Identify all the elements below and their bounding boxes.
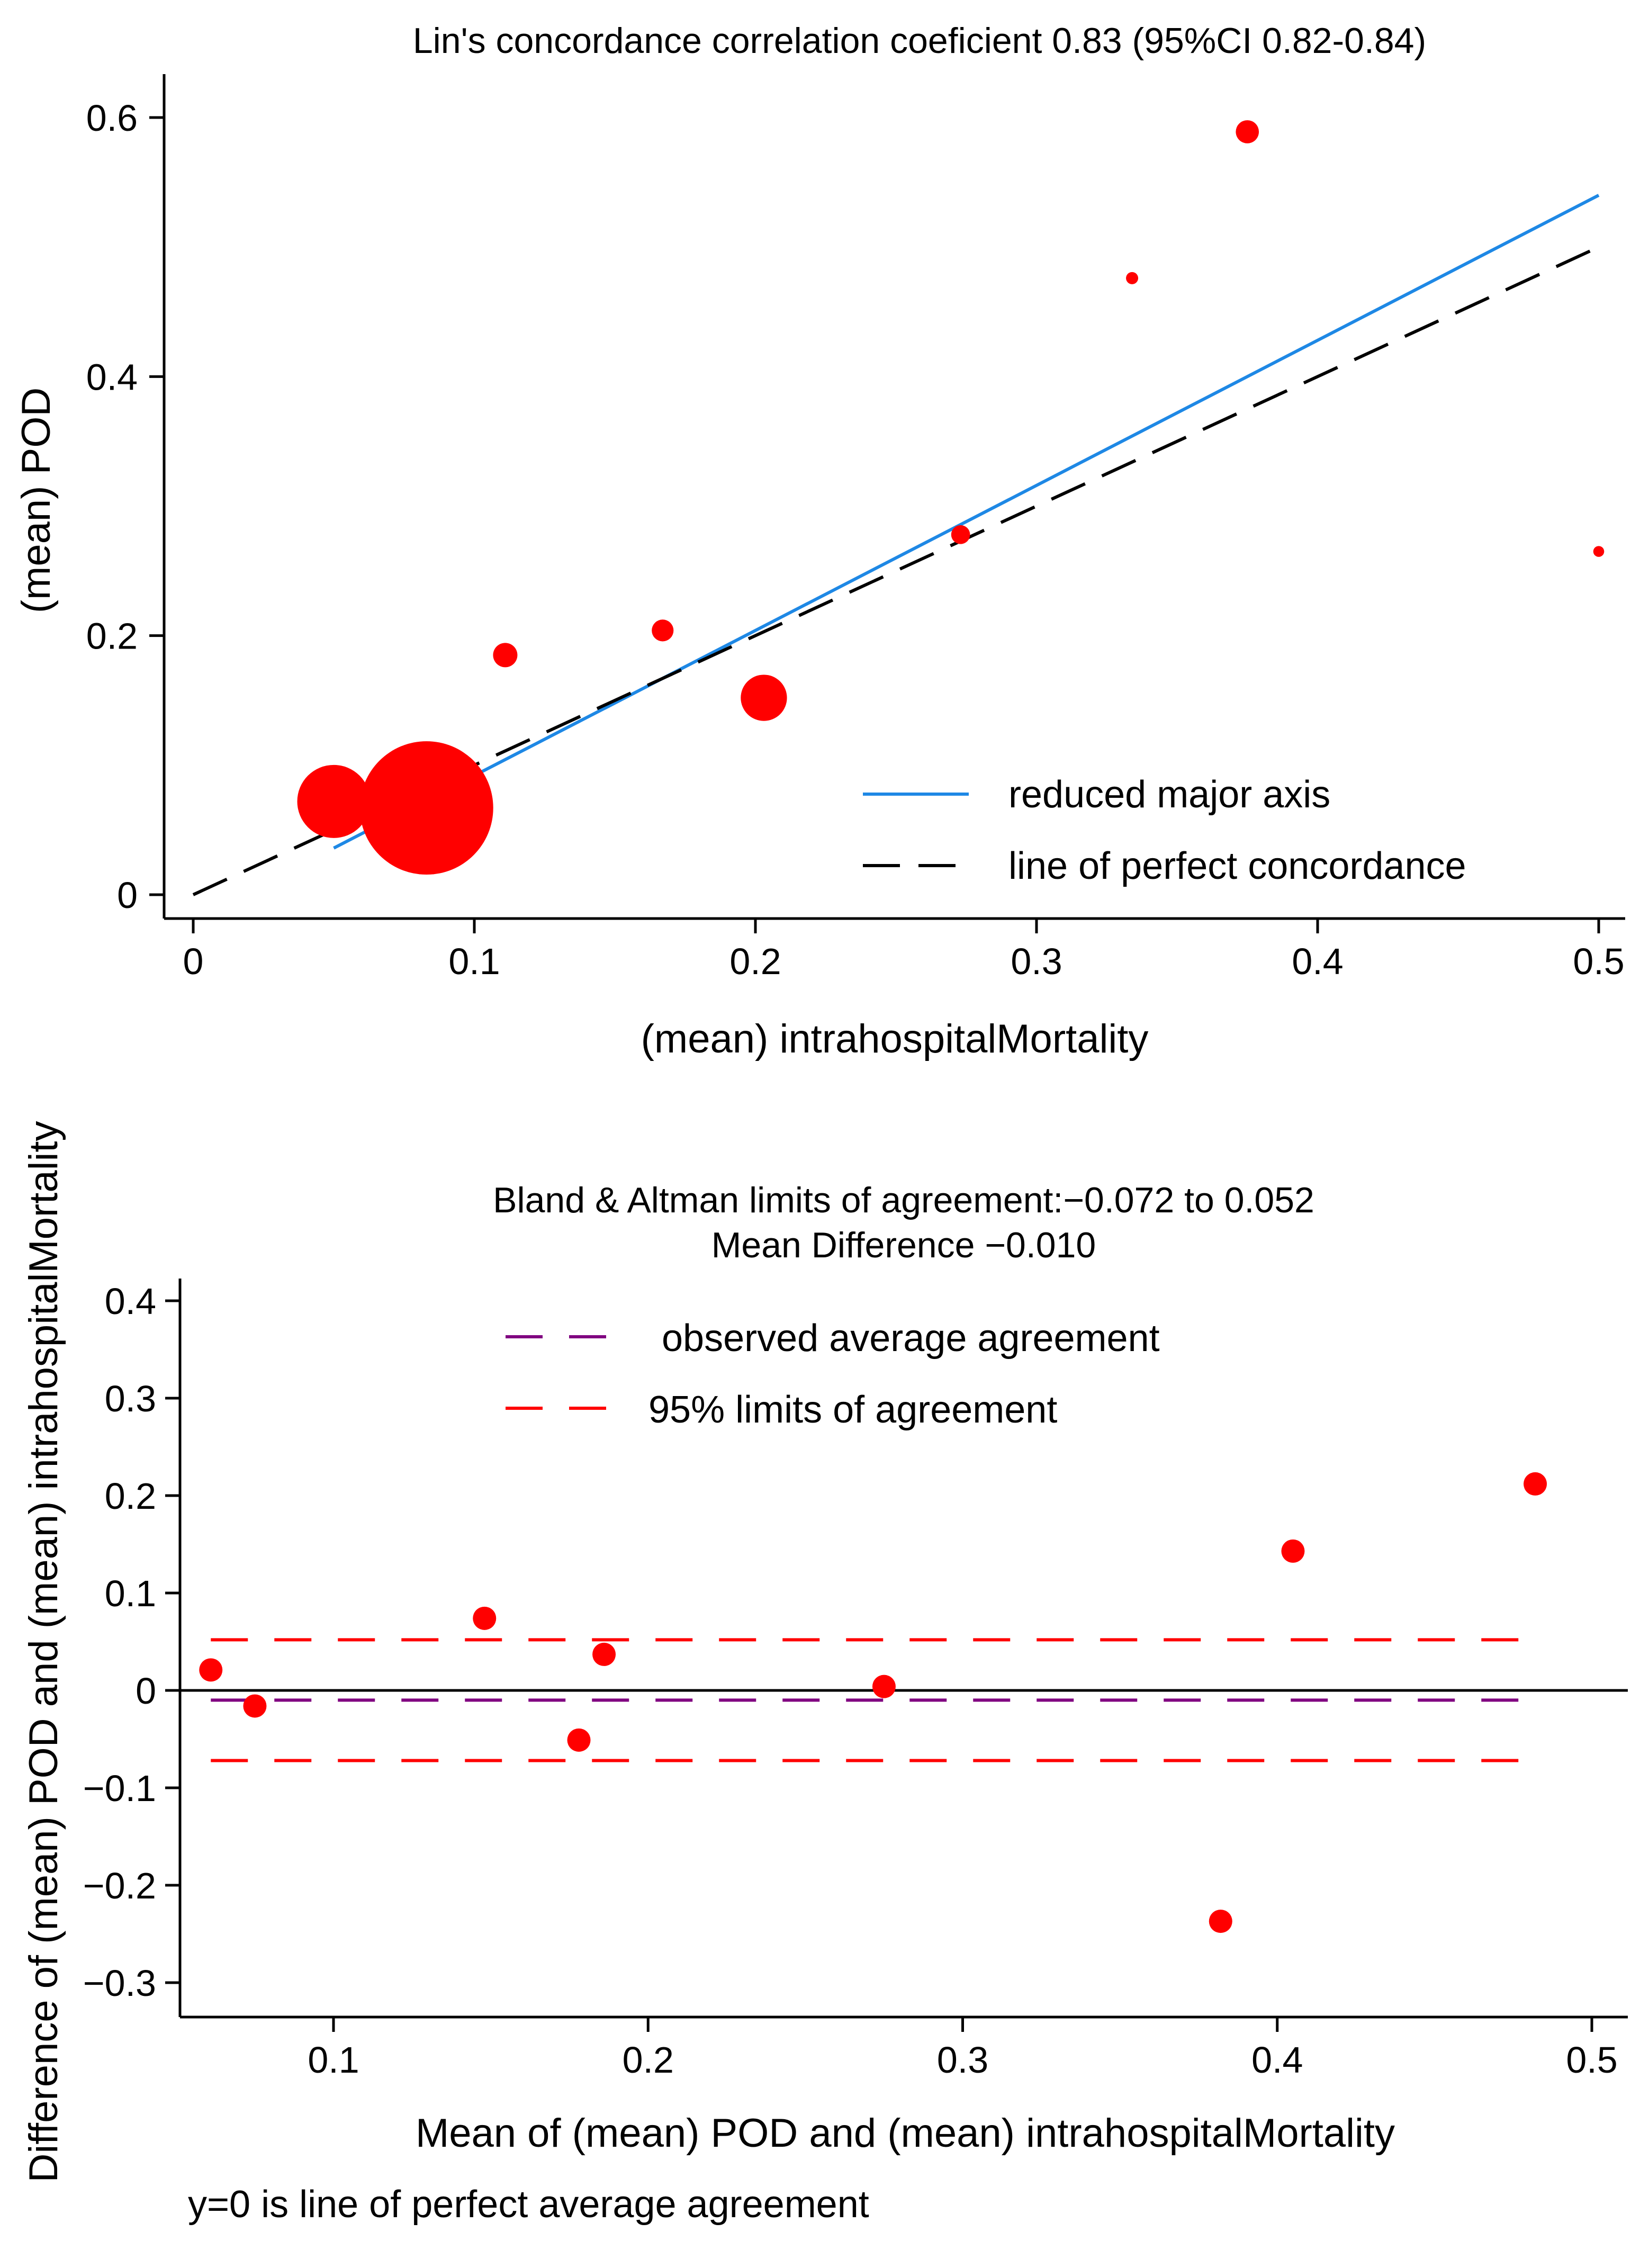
data-point bbox=[652, 619, 674, 642]
x-tick-label: 0.5 bbox=[1566, 2039, 1617, 2081]
x-tick-label: 0.5 bbox=[1573, 941, 1624, 982]
x-tick-label: 0.2 bbox=[729, 941, 781, 982]
y-tick-label: 0 bbox=[136, 1670, 156, 1712]
x-tick-label: 0.3 bbox=[937, 2039, 988, 2081]
y-tick-label: 0.3 bbox=[105, 1378, 156, 1419]
x-tick-label: 0 bbox=[183, 941, 204, 982]
y-tick-label: 0.2 bbox=[105, 1475, 156, 1517]
data-point bbox=[1236, 120, 1259, 143]
data-point bbox=[493, 643, 518, 668]
chart2-x-axis-label: Mean of (mean) POD and (mean) intrahospi… bbox=[416, 2111, 1395, 2156]
data-point bbox=[473, 1606, 497, 1630]
x-tick-label: 0.1 bbox=[448, 941, 500, 982]
data-point bbox=[1126, 272, 1139, 284]
concordance-chart: Lin's concordance correlation coeficient… bbox=[14, 21, 1625, 1061]
chart1-x-axis-label: (mean) intrahospitalMortality bbox=[641, 1016, 1149, 1061]
chart2-title: Bland & Altman limits of agreement:−0.07… bbox=[493, 1180, 1314, 1220]
legend-rma-label: reduced major axis bbox=[1008, 773, 1330, 816]
chart2-y-ticks: 0.4 0.3 0.2 0.1 0 −0.1 −0.2 −0.3 bbox=[83, 1281, 180, 2004]
y-tick-label: 0.4 bbox=[86, 356, 138, 398]
data-point bbox=[1524, 1472, 1547, 1496]
chart1-y-axis-label: (mean) POD bbox=[14, 388, 59, 614]
reduced-major-axis-line bbox=[333, 194, 1600, 850]
y-tick-label: 0.2 bbox=[86, 616, 138, 657]
data-point bbox=[741, 674, 787, 721]
y-tick-label: 0 bbox=[117, 875, 138, 916]
legend-concordance-label: line of perfect concordance bbox=[1008, 845, 1466, 887]
data-point bbox=[199, 1658, 223, 1682]
data-point bbox=[1593, 546, 1605, 557]
chart1-title: Lin's concordance correlation coeficient… bbox=[413, 21, 1426, 61]
y-tick-label: 0.4 bbox=[105, 1281, 156, 1322]
y-tick-label: −0.1 bbox=[83, 1768, 156, 1809]
data-point bbox=[567, 1728, 591, 1752]
data-point bbox=[951, 525, 970, 544]
chart2-note: y=0 is line of perfect average agreement bbox=[188, 2183, 869, 2226]
chart2-points bbox=[199, 1472, 1547, 1933]
data-point bbox=[592, 1642, 616, 1666]
chart2-x-ticks: 0.1 0.2 0.3 0.4 0.5 bbox=[308, 2017, 1618, 2081]
legend-average-label: observed average agreement bbox=[662, 1317, 1160, 1360]
y-tick-label: −0.2 bbox=[83, 1865, 156, 1906]
x-tick-label: 0.4 bbox=[1292, 941, 1343, 982]
data-point bbox=[359, 741, 493, 875]
x-tick-label: 0.3 bbox=[1011, 941, 1062, 982]
data-point bbox=[1281, 1539, 1305, 1563]
y-tick-label: 0.1 bbox=[105, 1573, 156, 1614]
chart2-legend: observed average agreement 95% limits of… bbox=[506, 1317, 1160, 1431]
legend-limits-label: 95% limits of agreement bbox=[648, 1389, 1057, 1431]
data-point bbox=[1209, 1910, 1232, 1933]
chart1-x-ticks: 0 0.1 0.2 0.3 0.4 0.5 bbox=[183, 919, 1625, 982]
x-tick-label: 0.4 bbox=[1251, 2039, 1303, 2081]
chart1-y-ticks: 0 0.2 0.4 0.6 bbox=[86, 97, 164, 916]
data-point bbox=[243, 1694, 267, 1718]
y-tick-label: −0.3 bbox=[83, 1963, 156, 2004]
x-tick-label: 0.1 bbox=[308, 2039, 359, 2081]
chart2-subtitle: Mean Difference −0.010 bbox=[711, 1225, 1096, 1265]
chart1-points bbox=[297, 120, 1605, 875]
bland-altman-chart: Bland & Altman limits of agreement:−0.07… bbox=[21, 1121, 1628, 2226]
data-point bbox=[872, 1675, 896, 1698]
chart2-y-axis-label: Difference of (mean) POD and (mean) intr… bbox=[21, 1121, 66, 2183]
x-tick-label: 0.2 bbox=[623, 2039, 674, 2081]
data-point bbox=[297, 764, 371, 838]
y-tick-label: 0.6 bbox=[86, 97, 138, 139]
chart1-legend: reduced major axis line of perfect conco… bbox=[863, 773, 1466, 887]
chart2-reference-lines bbox=[180, 1638, 1628, 1762]
